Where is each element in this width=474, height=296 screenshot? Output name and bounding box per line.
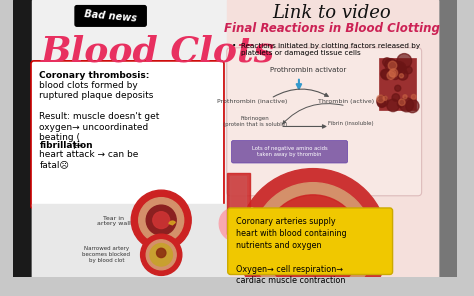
- Text: Fibrin (insoluble): Fibrin (insoluble): [328, 121, 373, 126]
- Circle shape: [354, 238, 361, 245]
- Circle shape: [389, 69, 398, 77]
- Ellipse shape: [328, 220, 370, 252]
- Circle shape: [378, 99, 385, 107]
- Circle shape: [398, 65, 404, 71]
- Circle shape: [377, 95, 384, 103]
- Circle shape: [397, 101, 404, 107]
- Text: fibrillation: fibrillation: [39, 141, 93, 149]
- Text: Result: muscle doesn't get
oxygen→ uncoordinated
beating (: Result: muscle doesn't get oxygen→ uncoo…: [39, 112, 160, 142]
- Text: Coronary thrombosis:: Coronary thrombosis:: [39, 71, 150, 80]
- Circle shape: [340, 231, 348, 239]
- Ellipse shape: [219, 209, 247, 241]
- Circle shape: [389, 68, 401, 80]
- Bar: [227, 0, 438, 277]
- Text: Fibrinogen
(protein that is soluble): Fibrinogen (protein that is soluble): [223, 116, 287, 127]
- Circle shape: [389, 70, 396, 77]
- FancyBboxPatch shape: [228, 208, 392, 274]
- Circle shape: [377, 96, 388, 107]
- Text: Lots of negative amino acids
taken away by thrombin: Lots of negative amino acids taken away …: [252, 146, 328, 157]
- Text: Final Reactions in Blood Clotting: Final Reactions in Blood Clotting: [224, 22, 440, 35]
- Circle shape: [252, 183, 374, 296]
- Circle shape: [131, 190, 191, 250]
- Circle shape: [139, 198, 184, 243]
- Circle shape: [398, 70, 408, 80]
- Circle shape: [346, 239, 352, 245]
- Bar: [438, 0, 457, 277]
- Bar: [227, 173, 250, 234]
- Circle shape: [141, 234, 182, 275]
- Circle shape: [264, 195, 362, 292]
- Text: Blood Clots: Blood Clots: [41, 35, 275, 68]
- Text: Bad news: Bad news: [84, 9, 137, 23]
- Bar: [379, 58, 416, 110]
- FancyBboxPatch shape: [231, 141, 347, 163]
- Text: Tear in
artery wall: Tear in artery wall: [97, 216, 130, 226]
- Circle shape: [327, 232, 337, 242]
- Polygon shape: [226, 234, 260, 250]
- Circle shape: [349, 221, 357, 230]
- Text: blood clots formed by
ruptured plaque deposits: blood clots formed by ruptured plaque de…: [39, 81, 154, 100]
- Circle shape: [146, 205, 176, 235]
- Text: Prothrombin activator: Prothrombin activator: [270, 67, 346, 73]
- Text: Coronary arteries supply
heart with blood containing
nutrients and oxygen

Oxyge: Coronary arteries supply heart with bloo…: [236, 217, 347, 285]
- Circle shape: [381, 69, 390, 78]
- FancyBboxPatch shape: [227, 48, 422, 196]
- Circle shape: [350, 234, 356, 239]
- Circle shape: [387, 99, 399, 112]
- Circle shape: [400, 74, 403, 78]
- Bar: [292, 233, 300, 243]
- Wedge shape: [169, 221, 175, 225]
- Bar: [13, 0, 32, 277]
- Circle shape: [397, 54, 411, 68]
- Circle shape: [381, 69, 392, 80]
- Circle shape: [383, 58, 392, 66]
- FancyBboxPatch shape: [31, 61, 224, 209]
- Circle shape: [238, 169, 388, 296]
- Bar: [32, 204, 228, 277]
- Text: Narrowed artery
becomes blocked
by blood clot: Narrowed artery becomes blocked by blood…: [82, 247, 130, 263]
- Circle shape: [392, 62, 406, 76]
- Circle shape: [385, 59, 397, 71]
- Circle shape: [405, 66, 412, 74]
- Circle shape: [329, 235, 340, 246]
- Text: )→: )→: [72, 141, 83, 149]
- Circle shape: [403, 95, 407, 99]
- Circle shape: [146, 240, 176, 270]
- Text: heart attack → can be
fatal☹: heart attack → can be fatal☹: [39, 150, 139, 169]
- Circle shape: [335, 240, 340, 245]
- Circle shape: [388, 61, 397, 70]
- Circle shape: [383, 96, 387, 100]
- FancyBboxPatch shape: [75, 6, 146, 26]
- Ellipse shape: [234, 207, 261, 237]
- Text: Thrombin (active): Thrombin (active): [318, 99, 374, 104]
- Circle shape: [400, 98, 413, 112]
- Circle shape: [156, 248, 166, 258]
- Circle shape: [342, 236, 350, 244]
- Text: •  Reactions initiated by clotting factors released by
    platelets or damaged : • Reactions initiated by clotting factor…: [232, 43, 420, 56]
- Circle shape: [406, 99, 419, 113]
- Circle shape: [153, 212, 170, 229]
- Circle shape: [349, 232, 360, 242]
- Circle shape: [331, 229, 340, 238]
- Text: Prothrombin (inactive): Prothrombin (inactive): [217, 99, 287, 104]
- Circle shape: [337, 224, 344, 230]
- Circle shape: [392, 94, 400, 101]
- Circle shape: [150, 244, 173, 266]
- Text: Link to video: Link to video: [273, 4, 391, 22]
- Circle shape: [387, 72, 395, 79]
- Circle shape: [399, 99, 405, 106]
- Circle shape: [411, 94, 416, 99]
- Circle shape: [395, 85, 401, 91]
- Ellipse shape: [313, 211, 369, 254]
- Circle shape: [390, 61, 401, 71]
- Circle shape: [290, 220, 303, 233]
- Circle shape: [397, 64, 404, 71]
- Bar: [229, 176, 246, 232]
